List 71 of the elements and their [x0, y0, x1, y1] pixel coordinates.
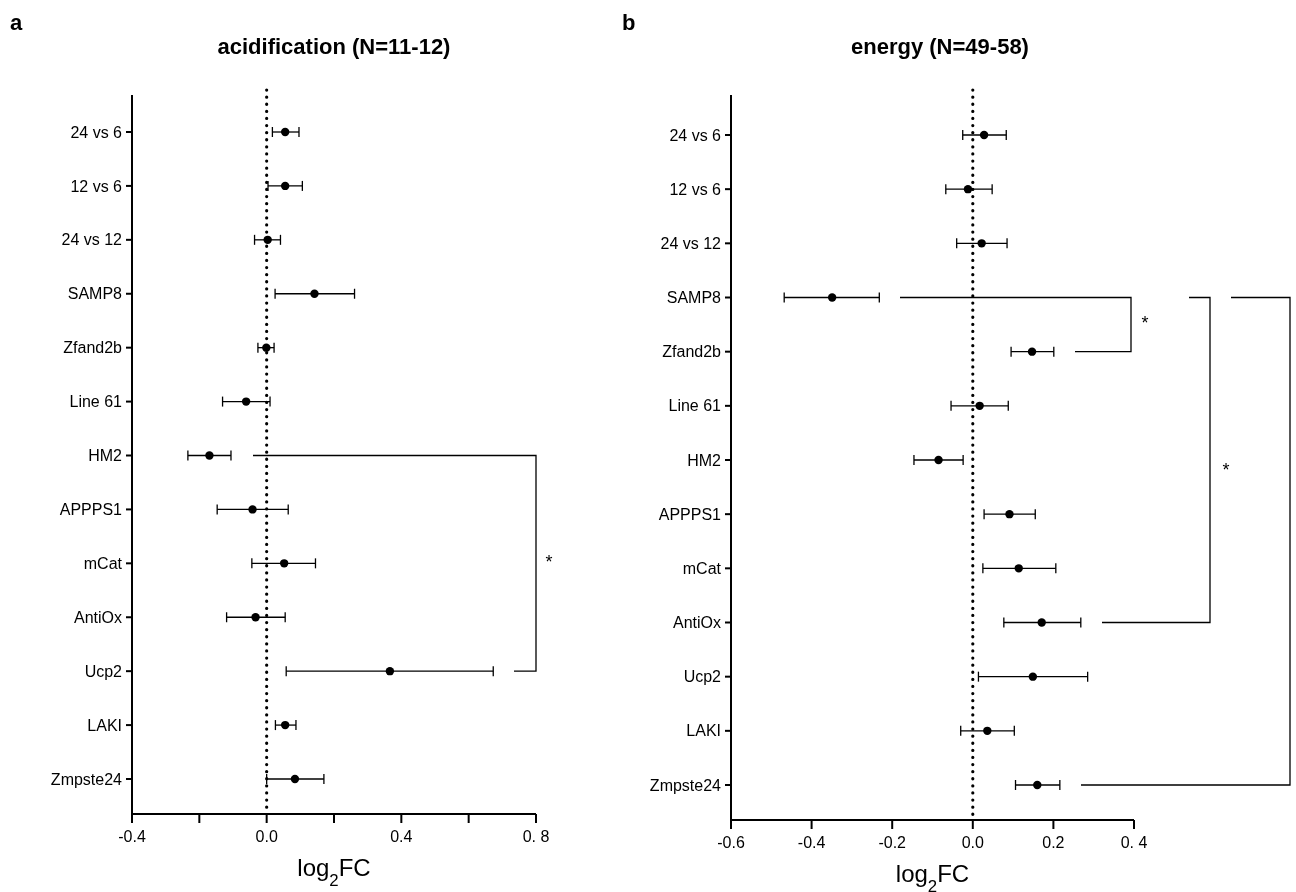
x-tick-label: -0.6	[717, 834, 745, 851]
text: *	[1141, 313, 1149, 334]
x-tick-label: 0.4	[390, 828, 413, 845]
y-tick-label: 12 vs 6	[70, 177, 123, 195]
y-tick-label: APPPS1	[658, 505, 722, 523]
x-tick-label: -0.4	[797, 834, 826, 851]
text: b	[622, 10, 636, 35]
y-tick-label: SAMP8	[67, 285, 123, 303]
x-tick-label: 0.0	[255, 828, 278, 845]
y-tick-label: APPPS1	[59, 501, 123, 519]
y-tick-label: mCat	[83, 554, 123, 572]
x-tick-label: 0. 8	[522, 828, 550, 845]
y-tick-label: 24 vs 12	[660, 234, 722, 252]
y-tick-label: LAKI	[686, 722, 721, 740]
text: *	[1222, 460, 1230, 481]
point	[241, 397, 251, 406]
y-tick-label: Zmpste24	[649, 776, 722, 794]
y-tick-label: SAMP8	[666, 289, 722, 307]
y-tick-label: Ucp2	[683, 668, 722, 686]
x-tick-label: -0.4	[118, 828, 146, 845]
point	[1033, 780, 1042, 790]
point	[1027, 347, 1037, 356]
point	[1014, 564, 1023, 573]
y-tick-label: mCat	[682, 559, 722, 577]
point	[934, 455, 943, 465]
y-tick-label: AntiOx	[672, 614, 721, 632]
point	[963, 184, 973, 194]
y-tick-label: Line 61	[69, 393, 123, 411]
point	[290, 774, 300, 784]
x-tick-label: 0.2	[1042, 834, 1065, 851]
y-tick-label: 24 vs 6	[70, 123, 123, 141]
y-tick-label: Zfand2b	[63, 339, 123, 357]
chart-title: energy (N=49-58)	[851, 34, 1029, 59]
x-tick-label: 0. 4	[1120, 834, 1148, 851]
point	[205, 451, 214, 460]
point	[385, 666, 395, 676]
y-tick-label: 12 vs 6	[669, 180, 722, 198]
point	[979, 130, 989, 140]
y-tick-label: LAKI	[87, 716, 122, 734]
point	[251, 613, 260, 622]
x-tick-label: 0.0	[961, 834, 985, 851]
point	[983, 726, 992, 736]
point	[827, 293, 837, 302]
y-tick-label: HM2	[88, 447, 123, 465]
point	[280, 181, 290, 191]
point	[1028, 672, 1038, 681]
y-tick-label: Ucp2	[84, 662, 123, 680]
chart-title: acidification (N=11-12)	[217, 34, 451, 59]
y-tick-label: Line 61	[668, 397, 722, 415]
point	[248, 505, 257, 514]
text: *	[545, 552, 553, 573]
x-axis-title: log$_{2}$FC	[895, 860, 970, 892]
x-axis-title: log$_{2}$FC	[297, 854, 371, 890]
y-tick-label: 24 vs 6	[669, 126, 722, 144]
y-tick-label: AntiOx	[73, 608, 122, 626]
x-tick-label: -0.2	[878, 834, 907, 851]
y-tick-label: Zmpste24	[50, 770, 123, 788]
point	[280, 720, 290, 730]
point	[975, 401, 984, 411]
y-tick-label: 24 vs 12	[61, 231, 123, 249]
y-tick-label: HM2	[687, 451, 722, 469]
point	[977, 239, 986, 248]
point	[1037, 618, 1046, 627]
point	[262, 343, 271, 352]
point	[1005, 509, 1014, 519]
point	[263, 235, 272, 245]
point	[279, 559, 289, 568]
point	[280, 127, 290, 137]
y-tick-label: Zfand2b	[662, 343, 722, 361]
point	[310, 289, 319, 298]
text: a	[10, 10, 23, 35]
